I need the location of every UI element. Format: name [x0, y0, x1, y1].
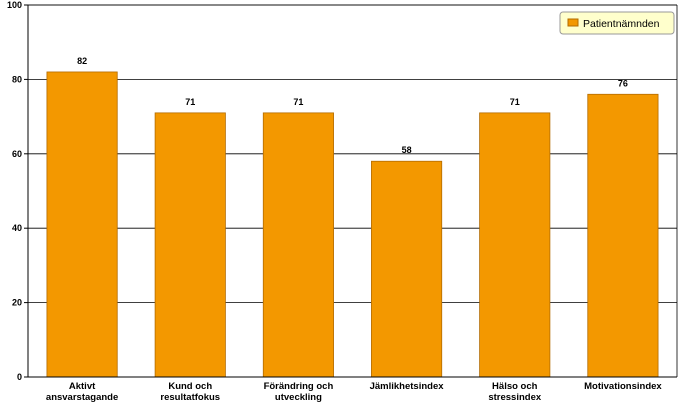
bar: [587, 93, 659, 378]
bars: [46, 71, 659, 378]
data-label: 82: [77, 56, 87, 66]
category-label-line: Förändring och: [264, 381, 334, 392]
category-label: Jämlikhetsindex: [370, 381, 445, 392]
data-label: 71: [293, 97, 303, 107]
category-label: Kund och resultatfokus: [160, 381, 220, 403]
category-label-line: Kund och: [168, 381, 212, 392]
bar: [262, 112, 334, 378]
legend-swatch: [567, 18, 579, 27]
category-label-line: ansvarstagande: [46, 392, 118, 403]
bar: [479, 112, 551, 378]
legend-label: Patientnämnden: [583, 18, 660, 30]
x-axis-categories: Aktivt ansvarstagande Kund och resultatfoku…: [46, 381, 663, 403]
category-label-line: Jämlikhetsindex: [370, 381, 445, 392]
category-label-line: stressindex: [488, 392, 542, 403]
category-label: Motivationsindex: [584, 381, 662, 392]
category-label: Hälso och stressindex: [488, 381, 542, 403]
category-label-line: utveckling: [275, 392, 322, 403]
gridlines: [28, 4, 677, 304]
axes: [27, 4, 678, 378]
y-tick-label: 40: [12, 223, 22, 233]
data-label: 58: [402, 145, 412, 155]
data-label: 71: [510, 97, 520, 107]
legend-box: [559, 11, 675, 35]
bar: [154, 112, 226, 378]
y-tick-label: 100: [7, 0, 22, 10]
category-label-line: Hälso och: [492, 381, 538, 392]
category-label: Aktivt ansvarstagande: [46, 381, 118, 403]
y-tick-label: 80: [12, 74, 22, 84]
y-tick-label: 60: [12, 149, 22, 159]
category-label-line: Aktivt: [69, 381, 96, 392]
y-tick-label: 0: [17, 372, 22, 382]
data-label: 76: [618, 78, 628, 88]
y-axis-ticks: 0 20 40 60 80 100: [7, 0, 28, 382]
data-label: 71: [185, 97, 195, 107]
bar: [46, 71, 118, 378]
category-label-line: resultatfokus: [160, 392, 220, 403]
y-tick-label: 20: [12, 298, 22, 308]
category-label-line: Motivationsindex: [584, 381, 662, 392]
data-labels: 82 71 71 58 71 76: [77, 56, 628, 155]
bar: [371, 160, 443, 378]
category-label: Förändring och utveckling: [264, 381, 334, 403]
legend[interactable]: Patientnämnden: [559, 11, 675, 35]
